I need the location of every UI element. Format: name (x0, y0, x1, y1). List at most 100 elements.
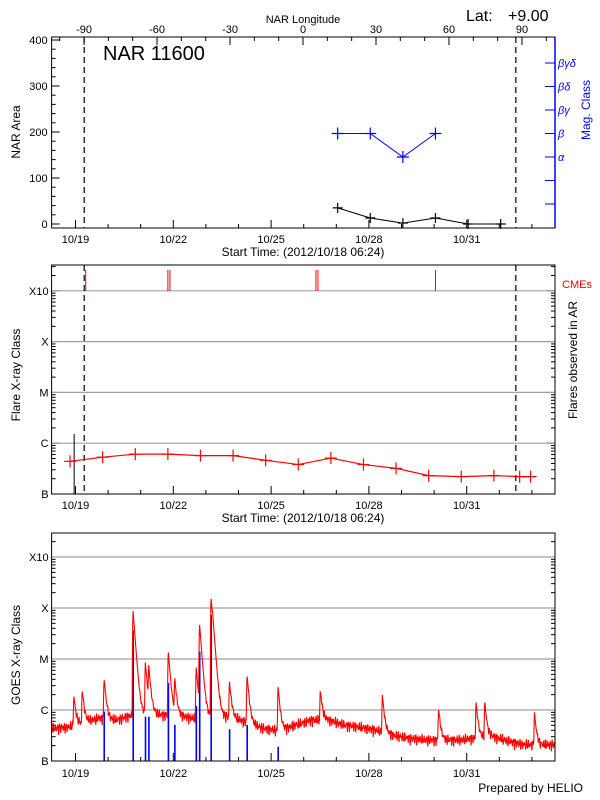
goes-short-spike (277, 746, 280, 761)
goes-short-spike (144, 716, 147, 761)
x-axis-title: Start Time: (2012/10/18 06:24) (222, 245, 385, 259)
data-point (64, 455, 77, 468)
data-point (429, 127, 442, 140)
data-point (332, 202, 343, 213)
lat-value: +9.00 (508, 8, 549, 25)
x-tick-label: 10/28 (355, 234, 383, 246)
data-point (331, 127, 344, 140)
longitude-tick-label: -30 (222, 24, 238, 36)
x-tick-label: 10/31 (453, 768, 481, 780)
y-tick-label: 100 (29, 173, 47, 185)
goes-short-spike (148, 716, 150, 761)
mag-class-tick-label: βγδ (557, 58, 577, 70)
longitude-tick-label: 30 (370, 24, 382, 36)
plot-frame (51, 36, 556, 229)
data-point (396, 151, 409, 163)
x-tick-label: 10/25 (257, 500, 285, 512)
x-tick-label: 10/25 (257, 234, 285, 246)
data-point (455, 470, 468, 483)
goes-short-spike (103, 711, 106, 761)
goes-short-spike (174, 724, 176, 761)
x-tick-label: 10/31 (453, 500, 481, 512)
data-point (129, 448, 142, 461)
y-tick-label: X (41, 337, 49, 349)
goes-short-spike (198, 651, 201, 761)
y-axis-title: GOES X-ray Class (9, 605, 23, 705)
prepared-by: Prepared by HELIO (478, 781, 583, 795)
data-point (397, 218, 408, 229)
y-tick-label: 400 (29, 35, 47, 47)
flare-class-line (69, 453, 531, 478)
y-tick-label: 0 (41, 219, 47, 231)
y-tick-label: X (41, 603, 49, 615)
goes-long-curve (51, 598, 555, 752)
data-point (357, 458, 370, 471)
y-tick-label: X10 (29, 552, 49, 564)
x-tick-label: 10/22 (160, 768, 188, 780)
data-point (422, 469, 435, 482)
mag-class-line (337, 133, 436, 158)
data-point (194, 449, 207, 462)
x-tick-label: 10/28 (355, 500, 383, 512)
longitude-tick-label: 90 (516, 24, 528, 36)
panel-goes: B C M X X10 GOES X-ray Class 10/19 10/22 10/25 10… (9, 532, 556, 780)
data-point (495, 219, 506, 229)
longitude-tick-label: -90 (76, 24, 92, 36)
goes-curves (51, 598, 555, 761)
y2-axis-title: Mag. Class (579, 80, 593, 140)
data-point (365, 213, 376, 224)
x-axis-title: Start Time: (2012/10/18 06:24) (222, 511, 385, 525)
data-point (524, 470, 537, 483)
data-point (292, 458, 305, 471)
y-axis-title: Flare X-ray Class (9, 329, 23, 422)
data-point (259, 454, 272, 467)
x-tick-label: 10/22 (160, 234, 188, 246)
y-tick-label: B (41, 489, 48, 501)
mag-class-tick-label: βγ (557, 105, 571, 117)
goes-short-spike (132, 630, 135, 761)
data-point (390, 462, 403, 475)
y-tick-label: 300 (29, 81, 47, 93)
x-tick-label: 10/19 (62, 500, 90, 512)
data-point (513, 470, 526, 483)
x-tick-label: 10/25 (257, 768, 285, 780)
cme-label: CMEs (562, 279, 592, 291)
y-tick-label: M (39, 387, 48, 399)
nar-area-line (337, 207, 501, 225)
mag-class-tick-label: α (558, 152, 565, 164)
x-tick-label: 10/31 (453, 234, 481, 246)
x-tick-label: 10/28 (355, 768, 383, 780)
longitude-tick-label: 0 (300, 24, 306, 36)
y-tick-label: X10 (29, 286, 49, 298)
goes-short-spike (210, 614, 213, 761)
x-tick-label: 10/22 (160, 500, 188, 512)
data-point (463, 219, 474, 229)
data-point (227, 449, 240, 462)
mag-class-tick-label: βδ (557, 82, 571, 94)
data-point (161, 448, 174, 461)
lat-label: Lat: (466, 8, 493, 25)
goes-short-spike (228, 729, 231, 761)
data-point (96, 451, 109, 464)
mag-class-tick-label: β (557, 129, 565, 141)
y2-axis-title: Flares observed in AR (566, 301, 580, 419)
panel-flares: B C M X X10 Flare X-ray Class Flares observed … (9, 264, 592, 525)
data-point (430, 213, 441, 224)
x-tick-label: 10/19 (62, 768, 90, 780)
region-title: NAR 11600 (103, 43, 205, 65)
goes-short-spike (167, 682, 170, 761)
plot-frame (51, 264, 556, 495)
y-tick-label: M (39, 654, 48, 666)
x-top-axis-title: NAR Longitude (266, 14, 341, 26)
y-tick-label: 200 (29, 127, 47, 139)
y-axis-title: NAR Area (9, 105, 23, 159)
longitude-tick-label: -60 (149, 24, 165, 36)
plot-frame (51, 532, 556, 762)
data-point (324, 452, 337, 465)
x-tick-label: 10/19 (62, 234, 90, 246)
panel-nar-area: 0 100 200 300 400 -90 -60 -30 0 30 60 90 NAR Longitu… (9, 14, 593, 259)
data-point (487, 469, 500, 482)
y-tick-label: C (41, 438, 49, 450)
y-tick-label: C (41, 705, 49, 717)
